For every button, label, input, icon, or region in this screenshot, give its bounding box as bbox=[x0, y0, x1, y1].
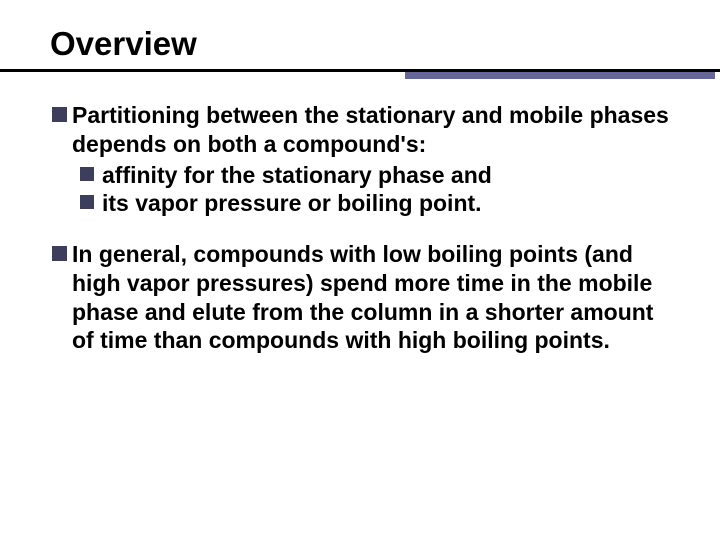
list-item: affinity for the stationary phase and bbox=[102, 161, 670, 190]
underline-accent bbox=[405, 72, 715, 79]
list-item: In general, compounds with low boiling p… bbox=[72, 240, 670, 355]
list-item: Partitioning between the stationary and … bbox=[72, 101, 670, 218]
slide-title: Overview bbox=[50, 25, 670, 63]
bullet-square-icon bbox=[52, 246, 67, 261]
bullet-square-icon bbox=[80, 195, 94, 209]
bullet-square-icon bbox=[80, 167, 94, 181]
title-underline bbox=[50, 69, 670, 73]
bullet-text: Partitioning between the stationary and … bbox=[72, 101, 670, 159]
bullet-text: In general, compounds with low boiling p… bbox=[72, 240, 670, 355]
list-item: its vapor pressure or boiling point. bbox=[102, 189, 670, 218]
sub-bullet-list: affinity for the stationary phase and it… bbox=[72, 161, 670, 219]
sub-bullet-text: affinity for the stationary phase and bbox=[102, 161, 670, 190]
bullet-square-icon bbox=[52, 107, 67, 122]
content-area: Partitioning between the stationary and … bbox=[50, 101, 670, 355]
sub-bullet-text: its vapor pressure or boiling point. bbox=[102, 189, 670, 218]
